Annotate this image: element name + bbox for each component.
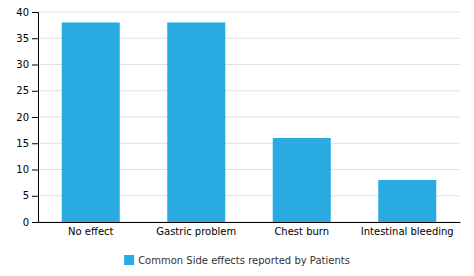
y-tick-mark bbox=[32, 196, 38, 197]
chart-container: 0 5 10 15 20 25 30 35 40 No effect Gastric problem… bbox=[0, 0, 474, 276]
y-tick-mark bbox=[32, 117, 38, 118]
grid-line bbox=[38, 12, 460, 13]
y-tick: 10 bbox=[16, 164, 38, 175]
x-tick: Chest burn bbox=[274, 226, 329, 237]
x-tick: No effect bbox=[68, 226, 113, 237]
grid bbox=[38, 12, 460, 222]
y-tick-label: 25 bbox=[16, 85, 29, 96]
y-tick-label: 20 bbox=[16, 112, 29, 123]
y-tick: 40 bbox=[16, 7, 38, 18]
y-tick-mark bbox=[32, 143, 38, 144]
y-tick: 30 bbox=[16, 59, 38, 70]
y-tick-mark bbox=[32, 65, 38, 66]
y-tick: 20 bbox=[16, 112, 38, 123]
y-tick-mark bbox=[32, 91, 38, 92]
x-axis: No effect Gastric problem Chest burn Intest… bbox=[39, 223, 461, 238]
x-tick: Intestinal bleeding bbox=[361, 226, 454, 237]
y-tick-mark bbox=[32, 12, 38, 13]
y-tick-mark bbox=[32, 222, 38, 223]
y-tick-mark bbox=[32, 170, 38, 171]
x-tick: Gastric problem bbox=[156, 226, 236, 237]
legend: Common Side effects reported by Patients bbox=[124, 255, 350, 266]
y-tick: 25 bbox=[16, 85, 38, 96]
bar bbox=[167, 23, 225, 223]
y-tick-label: 10 bbox=[16, 164, 29, 175]
legend-item: Common Side effects reported by Patients bbox=[124, 255, 350, 266]
x-axis-line bbox=[39, 222, 461, 223]
bar bbox=[273, 138, 331, 222]
y-tick-label: 5 bbox=[23, 190, 29, 201]
chart-svg: 0 5 10 15 20 25 30 35 40 No effect Gastric problem… bbox=[0, 0, 474, 276]
y-axis-line bbox=[32, 13, 39, 223]
bar bbox=[378, 180, 436, 222]
y-tick-label: 30 bbox=[16, 59, 29, 70]
x-tick-label: Intestinal bleeding bbox=[361, 226, 454, 237]
plot-area: 0 5 10 15 20 25 30 35 40 No effect Gastric problem… bbox=[16, 7, 460, 237]
bar bbox=[62, 23, 120, 223]
y-tick: 5 bbox=[23, 190, 38, 201]
legend-label: Common Side effects reported by Patients bbox=[138, 255, 350, 266]
y-axis: 0 5 10 15 20 25 30 35 40 bbox=[16, 7, 38, 228]
y-tick-label: 35 bbox=[16, 33, 29, 44]
bars bbox=[62, 23, 437, 223]
x-tick-label: Gastric problem bbox=[156, 226, 236, 237]
y-tick: 0 bbox=[23, 217, 38, 228]
legend-swatch bbox=[124, 255, 134, 265]
y-tick-label: 0 bbox=[23, 217, 29, 228]
y-tick-mark bbox=[32, 38, 38, 39]
x-tick-label: Chest burn bbox=[274, 226, 329, 237]
y-tick: 35 bbox=[16, 33, 38, 44]
x-tick-label: No effect bbox=[68, 226, 113, 237]
y-tick-label: 15 bbox=[16, 138, 29, 149]
y-tick: 15 bbox=[16, 138, 38, 149]
y-tick-label: 40 bbox=[16, 7, 29, 18]
